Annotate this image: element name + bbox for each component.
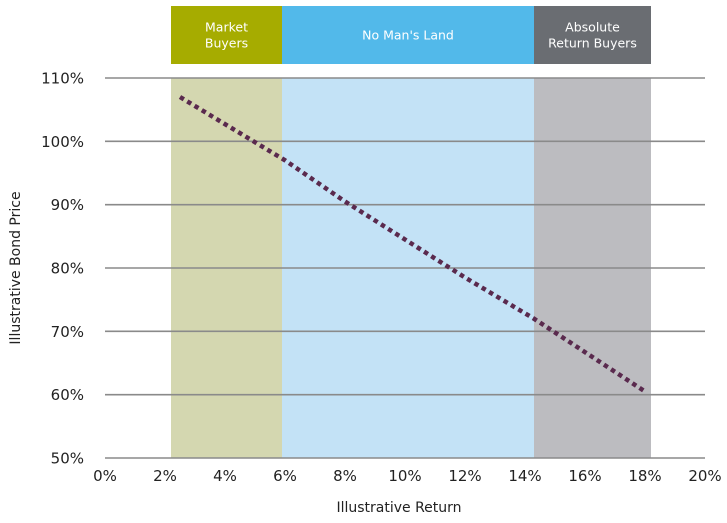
y-tick-label: 100%	[41, 133, 84, 151]
x-tick-label: 18%	[628, 467, 661, 485]
series-line	[178, 95, 647, 394]
x-axis-title: Illustrative Return	[336, 500, 461, 516]
band-label-0-1: Buyers	[205, 36, 248, 51]
x-tick-label: 8%	[333, 467, 357, 485]
band-label-1-0: No Man's Land	[362, 28, 454, 43]
y-tick-label: 70%	[51, 323, 84, 341]
band-header-2	[534, 6, 651, 64]
band-header-1	[282, 6, 534, 64]
band-header-0	[171, 6, 282, 64]
y-axis-title: Illustrative Bond Price	[8, 191, 24, 344]
x-tick-label: 2%	[153, 467, 177, 485]
x-tick-label: 14%	[508, 467, 541, 485]
y-tick-label: 50%	[51, 450, 84, 468]
y-tick-label: 110%	[41, 70, 84, 88]
x-tick-label: 20%	[688, 467, 721, 485]
y-tick-label: 90%	[51, 196, 84, 214]
series-line-0	[178, 95, 647, 394]
x-tick-label: 16%	[568, 467, 601, 485]
x-tick-label: 0%	[93, 467, 117, 485]
band-label-0-0: Market	[205, 20, 248, 35]
x-tick-label: 10%	[388, 467, 421, 485]
gridlines	[105, 77, 705, 459]
x-tick-label: 6%	[273, 467, 297, 485]
y-tick-label: 80%	[51, 260, 84, 278]
x-tick-label: 12%	[448, 467, 481, 485]
band-label-2-0: Absolute	[565, 20, 620, 35]
y-tick-label: 60%	[51, 386, 84, 404]
band-label-2-1: Return Buyers	[548, 36, 637, 51]
tick-labels: 50% 60% 70% 80% 90% 100% 110% 0% 2% 4% 6% 8% 10% 12% 1…	[41, 70, 722, 486]
x-tick-label: 4%	[213, 467, 237, 485]
